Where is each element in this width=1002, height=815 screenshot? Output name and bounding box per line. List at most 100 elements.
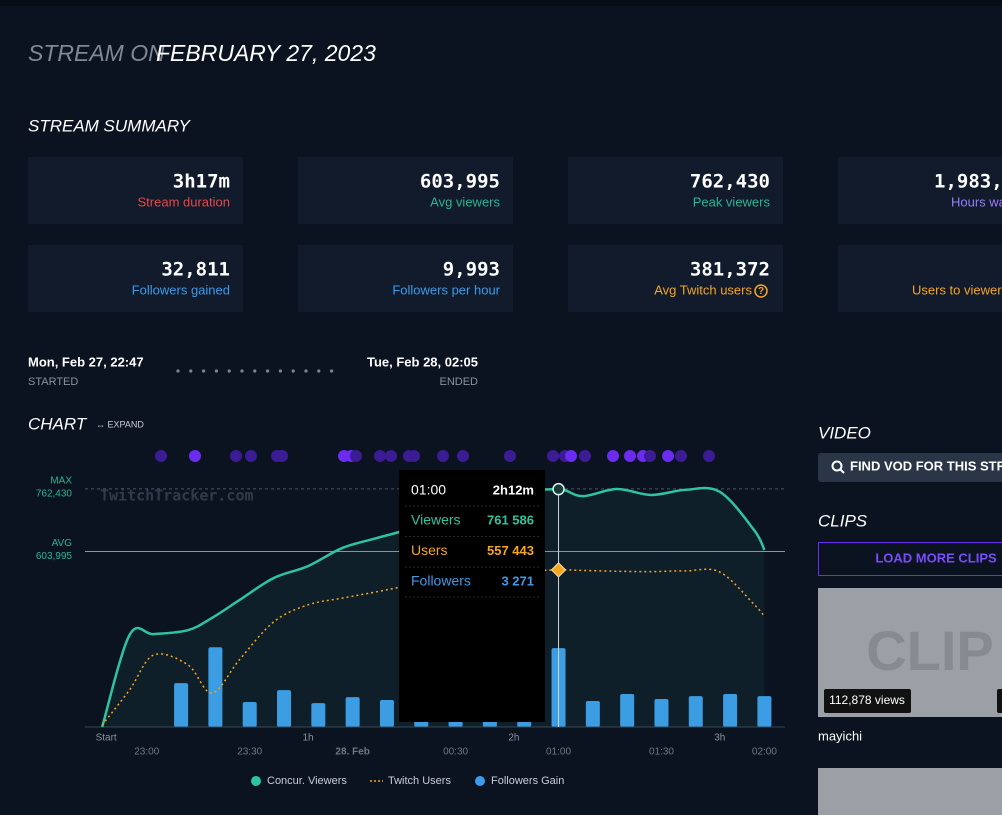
stat-value: 9,993: [443, 259, 500, 281]
expand-button[interactable]: ↔ EXPAND: [96, 419, 144, 429]
reference-label: AVG: [52, 538, 73, 549]
x-tick-label: 28. Feb: [335, 747, 369, 758]
views-badge: [824, 689, 911, 713]
elapsed-tick-label: 2h: [508, 733, 519, 744]
event-dot: [276, 450, 288, 462]
chart-title: CHART: [28, 414, 88, 433]
stat-card: [568, 245, 783, 312]
tooltip-value: 3 271: [501, 573, 534, 588]
timeline-dot: [317, 369, 321, 373]
reference-value: 603,995: [36, 551, 73, 562]
x-tick-label: 23:00: [134, 747, 159, 758]
stat-card: [568, 157, 783, 224]
tooltip: [399, 470, 545, 722]
stat-label: Users to viewer: [912, 282, 1002, 297]
legend-label: Followers Gain: [491, 775, 564, 787]
watermark: TwitchTracker.com: [100, 487, 254, 505]
follower-bar: [277, 690, 292, 727]
follower-bar: [242, 701, 257, 727]
stat-card: [298, 157, 513, 224]
clip-placeholder: CLIP: [866, 619, 994, 682]
stat-label: Avg viewers: [430, 194, 500, 209]
x-tick-label: 01:30: [649, 747, 674, 758]
search-icon: [831, 460, 843, 472]
load-more-label[interactable]: LOAD MORE CLIPS: [875, 550, 997, 565]
timeline-dot: [214, 369, 218, 373]
event-dot: [437, 450, 449, 462]
reference-value: 762,430: [36, 488, 73, 499]
end-time: Tue, Feb 28, 02:05: [367, 354, 478, 369]
stat-value: 32,811: [161, 259, 230, 281]
page-title-date: FEBRUARY 27, 2023: [156, 40, 376, 66]
follower-bar: [585, 700, 600, 727]
follower-bar: [379, 700, 394, 727]
timeline-dot: [240, 369, 244, 373]
tooltip-value: 761 586: [487, 512, 534, 527]
video-title: VIDEO: [818, 423, 871, 442]
timeline-dot: [330, 369, 334, 373]
event-dot: [607, 450, 619, 462]
stat-value: 762,430: [690, 171, 770, 193]
x-tick-label: 02:00: [752, 747, 777, 758]
search-icon: [839, 468, 845, 474]
line-series: [101, 568, 765, 726]
tooltip-label: Followers: [411, 573, 471, 589]
event-dot: [408, 450, 420, 462]
timeline-dot: [202, 369, 206, 373]
follower-bar: [620, 693, 635, 727]
stat-card: [838, 245, 1002, 312]
timeline-dot: [266, 369, 270, 373]
stat-label: Followers gained: [132, 282, 230, 297]
event-dot: [703, 450, 715, 462]
event-dot: [189, 450, 201, 462]
clip-thumbnail[interactable]: [818, 768, 1002, 815]
top-bar: [0, 0, 1002, 6]
stat-label: Peak viewers: [693, 194, 771, 209]
clip-author[interactable]: mayichi: [818, 728, 862, 743]
stat-value: 1,983,: [934, 171, 1002, 193]
event-dot: [457, 450, 469, 462]
follower-bar: [723, 693, 738, 727]
tooltip-elapsed: 2h12m: [493, 482, 534, 497]
badge: [997, 689, 1002, 713]
event-dot: [385, 450, 397, 462]
reference-label: MAX: [50, 475, 72, 486]
follower-bar: [654, 699, 669, 727]
event-dot: [245, 450, 257, 462]
help-icon: [754, 284, 768, 298]
start-time: Mon, Feb 27, 22:47: [28, 354, 144, 369]
vod-button-label[interactable]: FIND VOD FOR THIS STR: [850, 458, 1002, 473]
stat-card: [838, 157, 1002, 224]
page-title-prefix: STREAM ON: [28, 40, 165, 66]
stat-value: 3h17m: [173, 171, 230, 193]
stat-label: Avg Twitch users: [654, 282, 752, 297]
hover-marker: [552, 482, 565, 496]
follower-bar: [208, 647, 223, 727]
timeline-dot: [304, 369, 308, 373]
legend-swatch: [251, 776, 261, 786]
tooltip-time: 01:00: [411, 482, 446, 498]
tooltip-label: Viewers: [411, 512, 461, 528]
legend-label: Twitch Users: [388, 775, 451, 787]
x-tick-label: 23:30: [237, 747, 262, 758]
load-more-button[interactable]: [818, 542, 1002, 576]
event-dot: [675, 450, 687, 462]
clips-title: CLIPS: [818, 511, 868, 530]
follower-bar: [688, 696, 703, 727]
help-icon-label: ?: [758, 286, 764, 297]
elapsed-tick-label: 3h: [714, 733, 725, 744]
start-label: STARTED: [28, 376, 78, 388]
tooltip-label: Users: [411, 542, 448, 558]
follower-bar: [757, 696, 772, 727]
vod-button[interactable]: [818, 453, 1002, 482]
follower-bar: [311, 703, 326, 727]
follower-bar: [174, 683, 189, 727]
stat-card: [28, 157, 243, 224]
stat-card: [298, 245, 513, 312]
event-dot: [350, 450, 362, 462]
end-label: ENDED: [439, 376, 478, 388]
event-dot: [504, 450, 516, 462]
event-dot: [662, 450, 674, 462]
follower-bar: [345, 697, 360, 727]
